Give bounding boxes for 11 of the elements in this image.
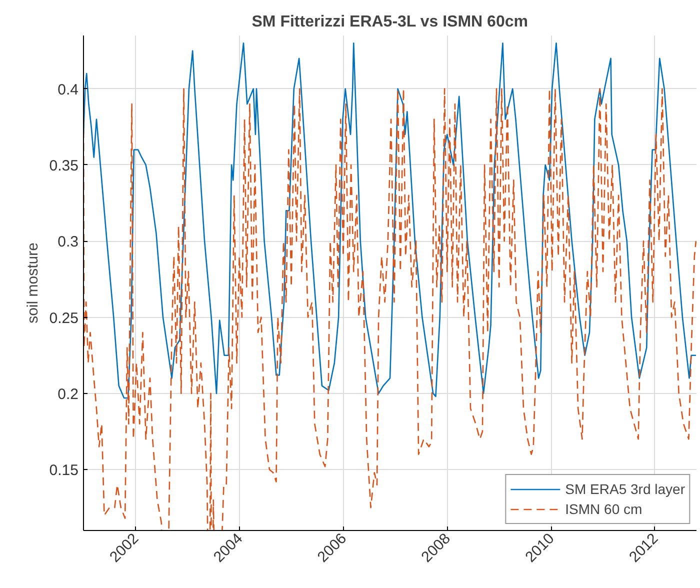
y-tick-label: 0.4 <box>58 81 79 98</box>
line-series <box>84 42 696 399</box>
y-tick-label: 0.35 <box>49 157 79 174</box>
y-axis-title: soil mosture <box>24 242 42 324</box>
legend-label: ISMN 60 cm <box>565 501 642 517</box>
y-tick-label: 0.3 <box>58 234 79 251</box>
y-tick-label: 0.25 <box>49 310 79 327</box>
y-tick-label: 0.2 <box>58 386 79 403</box>
y-tick-label: 0.15 <box>49 462 79 480</box>
chart-title: SM Fitterizzi ERA5-3L vs ISMN 60cm <box>252 14 528 30</box>
legend-label: SM ERA5 3rd layer <box>565 481 685 497</box>
